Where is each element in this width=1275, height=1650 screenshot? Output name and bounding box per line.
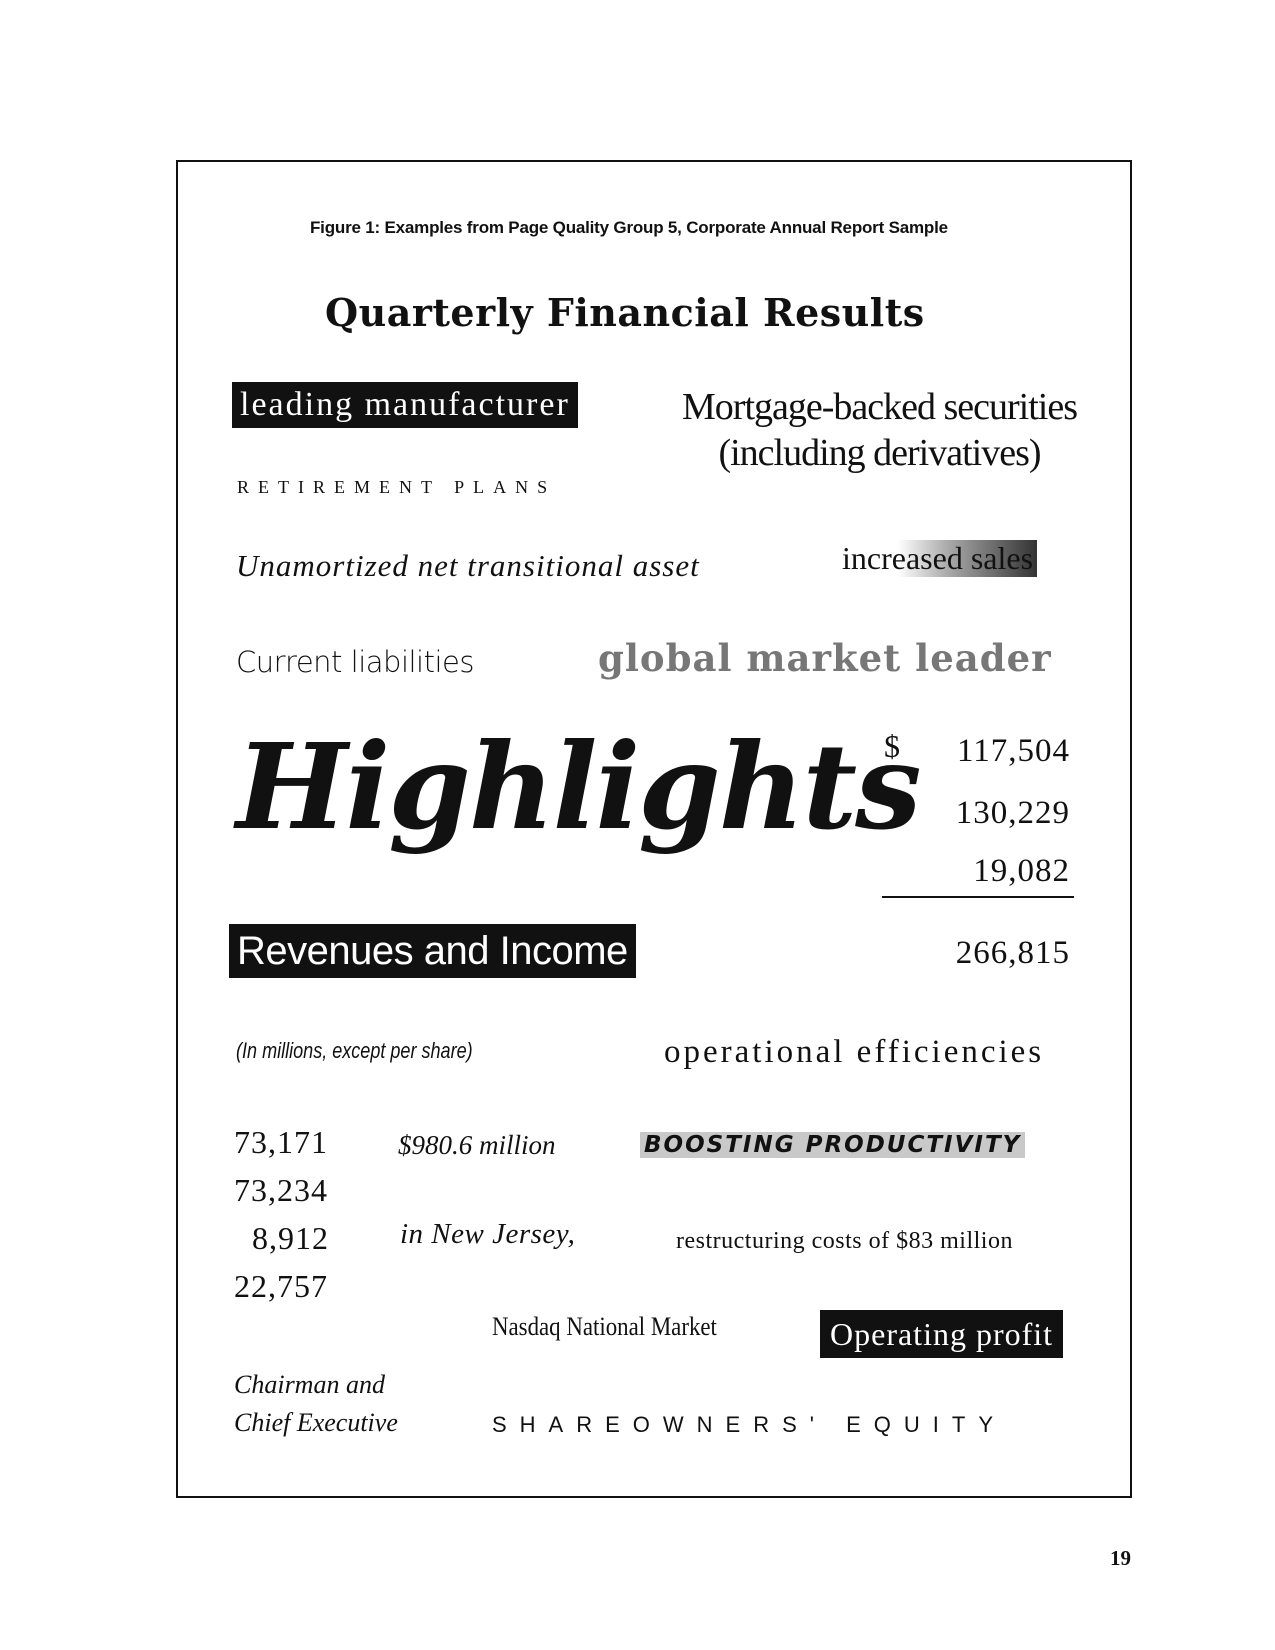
sample-chairman: Chairman and Chief Executive [234, 1366, 398, 1442]
sample-highlights: Highlights [236, 717, 922, 856]
sample-revenues-and-income: Revenues and Income [229, 924, 636, 978]
figure-total: 266,815 [955, 935, 1070, 971]
chairman-line-2: Chief Executive [234, 1408, 398, 1437]
sample-quarterly-financial-results: Quarterly Financial Results [325, 290, 925, 335]
sample-operational-efficiencies: operational efficiencies [664, 1034, 1045, 1070]
figure-caption: Figure 1: Examples from Page Quality Gro… [310, 218, 948, 237]
sample-in-millions: (In millions, except per share) [236, 1038, 473, 1063]
dollar-sign: $ [884, 728, 900, 764]
column-number: 73,234 [234, 1172, 328, 1208]
sample-shareowners-equity: SHAREOWNERS' EQUITY [492, 1412, 1007, 1437]
chairman-line-1: Chairman and [234, 1370, 385, 1399]
sample-million-amount: $980.6 million [398, 1130, 556, 1160]
figure-value: 117,504 [956, 733, 1070, 769]
sample-global-market-leader: global market leader [598, 636, 1052, 680]
sample-new-jersey: in New Jersey, [400, 1218, 576, 1250]
column-number: 8,912 [252, 1220, 329, 1256]
sample-unamortized: Unamortized net transitional asset [236, 548, 700, 583]
mortgage-line-1: Mortgage-backed securities [682, 386, 1078, 428]
sample-boosting-productivity: BOOSTING PRODUCTIVITY [640, 1132, 1026, 1158]
figure-value: 19,082 [973, 853, 1070, 889]
sample-nasdaq: Nasdaq National Market [492, 1312, 717, 1341]
sample-operating-profit: Operating profit [820, 1310, 1064, 1358]
sample-leading-manufacturer: leading manufacturer [232, 382, 578, 428]
figure-frame [176, 160, 1132, 1498]
column-number: 22,757 [234, 1268, 328, 1304]
mortgage-line-2: (including derivatives) [718, 432, 1041, 474]
sample-increased-sales: increased sales [838, 540, 1038, 577]
sum-divider [882, 896, 1074, 898]
column-number: 73,171 [234, 1124, 328, 1160]
page-number: 19 [1110, 1546, 1131, 1570]
sample-current-liabilities: Current liabilities [236, 645, 475, 679]
figure-value: 130,229 [955, 795, 1070, 831]
sample-mortgage-backed: Mortgage-backed securities (including de… [682, 384, 1078, 476]
sample-restructuring-costs: restructuring costs of $83 million [676, 1228, 1013, 1254]
sample-retirement-plans: RETIREMENT PLANS [237, 477, 557, 497]
